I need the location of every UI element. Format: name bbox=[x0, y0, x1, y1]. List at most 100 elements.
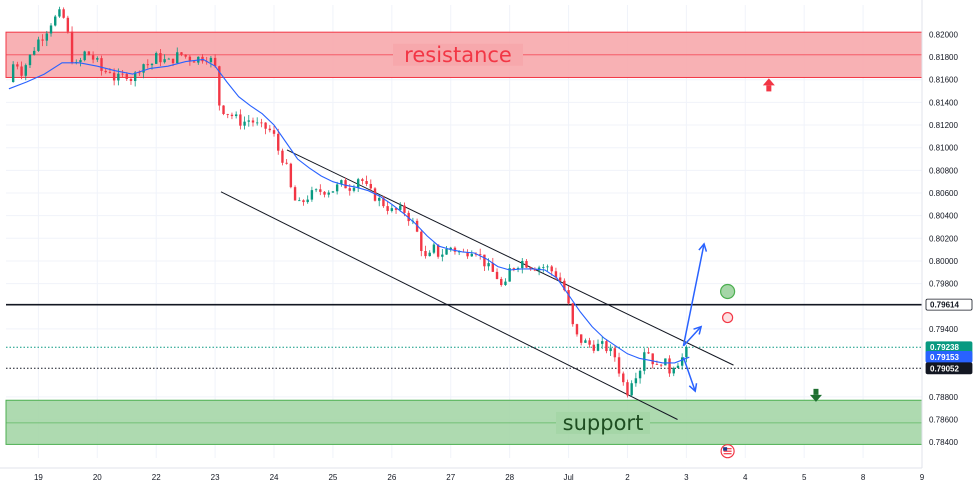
support-label: support bbox=[563, 411, 644, 435]
candle-body bbox=[676, 365, 680, 369]
projection-arrow-head-0[interactable] bbox=[698, 242, 708, 252]
candle-body bbox=[457, 251, 461, 253]
candle-body bbox=[180, 52, 183, 55]
candle-body bbox=[386, 206, 389, 211]
price-tag bbox=[925, 362, 973, 375]
x-tick-label: 2 bbox=[625, 473, 630, 482]
price-tag-label: 0.79238 bbox=[930, 343, 959, 352]
candle-body bbox=[87, 51, 91, 56]
candle-body bbox=[449, 247, 452, 250]
candle-body bbox=[466, 252, 469, 257]
channel-lower-line[interactable] bbox=[220, 191, 678, 420]
candle-body bbox=[352, 187, 356, 191]
candle-body bbox=[428, 252, 431, 257]
projection-arrow-shaft-1[interactable] bbox=[682, 326, 702, 347]
price-tag-label: 0.79052 bbox=[930, 364, 959, 373]
candle-body bbox=[146, 64, 149, 66]
candle-body bbox=[601, 341, 604, 344]
projection-arrow-shaft-0[interactable] bbox=[682, 243, 705, 347]
candle-body bbox=[335, 184, 339, 192]
candle-body bbox=[188, 56, 192, 62]
arrow-up-icon-stem[interactable] bbox=[766, 85, 772, 92]
candle-body bbox=[512, 268, 516, 270]
arrow-up-icon[interactable] bbox=[762, 78, 775, 86]
candle-body bbox=[525, 261, 528, 268]
candle-body bbox=[373, 188, 377, 201]
candle-body bbox=[403, 205, 406, 213]
y-tick-label: 0.81000 bbox=[929, 144, 958, 153]
candle-body bbox=[356, 179, 360, 188]
us-flag-canton bbox=[723, 447, 728, 451]
arrow-down-icon-stem[interactable] bbox=[813, 388, 819, 395]
candle-body bbox=[546, 266, 549, 268]
candle-body bbox=[508, 268, 511, 282]
y-tick-label: 0.80600 bbox=[929, 189, 958, 198]
grid bbox=[6, 5, 923, 458]
candle-body bbox=[651, 353, 654, 365]
candle-body bbox=[504, 281, 507, 286]
green-circle-icon[interactable] bbox=[720, 283, 736, 300]
candle-body bbox=[331, 191, 335, 193]
candle-body bbox=[668, 358, 671, 374]
candle-body bbox=[239, 114, 242, 126]
candle-body bbox=[365, 180, 368, 184]
candle-body bbox=[251, 120, 255, 123]
candle-body bbox=[415, 220, 419, 232]
price-tag-label: 0.79153 bbox=[930, 353, 959, 362]
candle-body bbox=[563, 280, 566, 291]
candle-body bbox=[521, 261, 524, 269]
candle-body bbox=[83, 51, 86, 61]
y-tick-label: 0.81400 bbox=[929, 98, 958, 107]
candle-body bbox=[230, 114, 234, 117]
candle-body bbox=[575, 324, 579, 335]
candle-body bbox=[478, 254, 482, 255]
candle-body bbox=[70, 31, 74, 63]
candle-body bbox=[432, 244, 436, 253]
candle-body bbox=[399, 205, 402, 210]
candle-body bbox=[571, 303, 574, 325]
y-tick-label: 0.78400 bbox=[929, 438, 958, 447]
candle-body bbox=[167, 58, 171, 60]
candle-body bbox=[150, 63, 154, 66]
red-circle-icon[interactable] bbox=[722, 311, 734, 324]
x-tick-label: 23 bbox=[211, 473, 220, 482]
candle-body bbox=[588, 340, 591, 345]
candle-body bbox=[626, 382, 629, 396]
projection-arrow-head-1[interactable] bbox=[693, 325, 703, 335]
candle-body bbox=[209, 57, 213, 63]
candle-body bbox=[529, 267, 532, 270]
candle-body bbox=[96, 58, 99, 60]
candle-body bbox=[340, 180, 343, 185]
candle-body bbox=[155, 53, 158, 64]
price-tag-label: 0.79614 bbox=[930, 301, 959, 310]
y-tick-label: 0.78800 bbox=[929, 393, 958, 402]
arrow-down-icon[interactable] bbox=[809, 394, 822, 402]
candle-body bbox=[323, 191, 326, 195]
candle-body bbox=[394, 208, 398, 210]
candle-body bbox=[500, 278, 503, 286]
candle-body bbox=[630, 383, 633, 396]
y-tick-label: 0.80400 bbox=[929, 212, 958, 221]
y-tick-label: 0.80200 bbox=[929, 234, 958, 243]
candle-body bbox=[655, 364, 659, 365]
candle-body bbox=[609, 348, 612, 352]
candle-body bbox=[100, 58, 103, 71]
chart-markers[interactable] bbox=[720, 78, 822, 459]
candle-body bbox=[310, 190, 314, 200]
candle-body bbox=[108, 72, 112, 73]
projection-arrows[interactable] bbox=[682, 242, 708, 393]
candle-body bbox=[121, 73, 124, 75]
x-tick-label: 26 bbox=[387, 473, 396, 482]
y-tick-label: 0.80800 bbox=[929, 166, 958, 175]
trend-channel[interactable] bbox=[220, 149, 734, 420]
channel-upper-line[interactable] bbox=[286, 149, 734, 366]
candle-body bbox=[16, 64, 19, 67]
candle-body bbox=[483, 254, 486, 267]
candle-body bbox=[163, 59, 166, 63]
candle-body bbox=[24, 65, 27, 76]
y-tick-label: 0.79800 bbox=[929, 280, 958, 289]
projection-arrow-head-2[interactable] bbox=[688, 383, 698, 393]
support-zone[interactable] bbox=[5, 399, 923, 445]
projection-arrow-shaft-2[interactable] bbox=[682, 356, 696, 392]
